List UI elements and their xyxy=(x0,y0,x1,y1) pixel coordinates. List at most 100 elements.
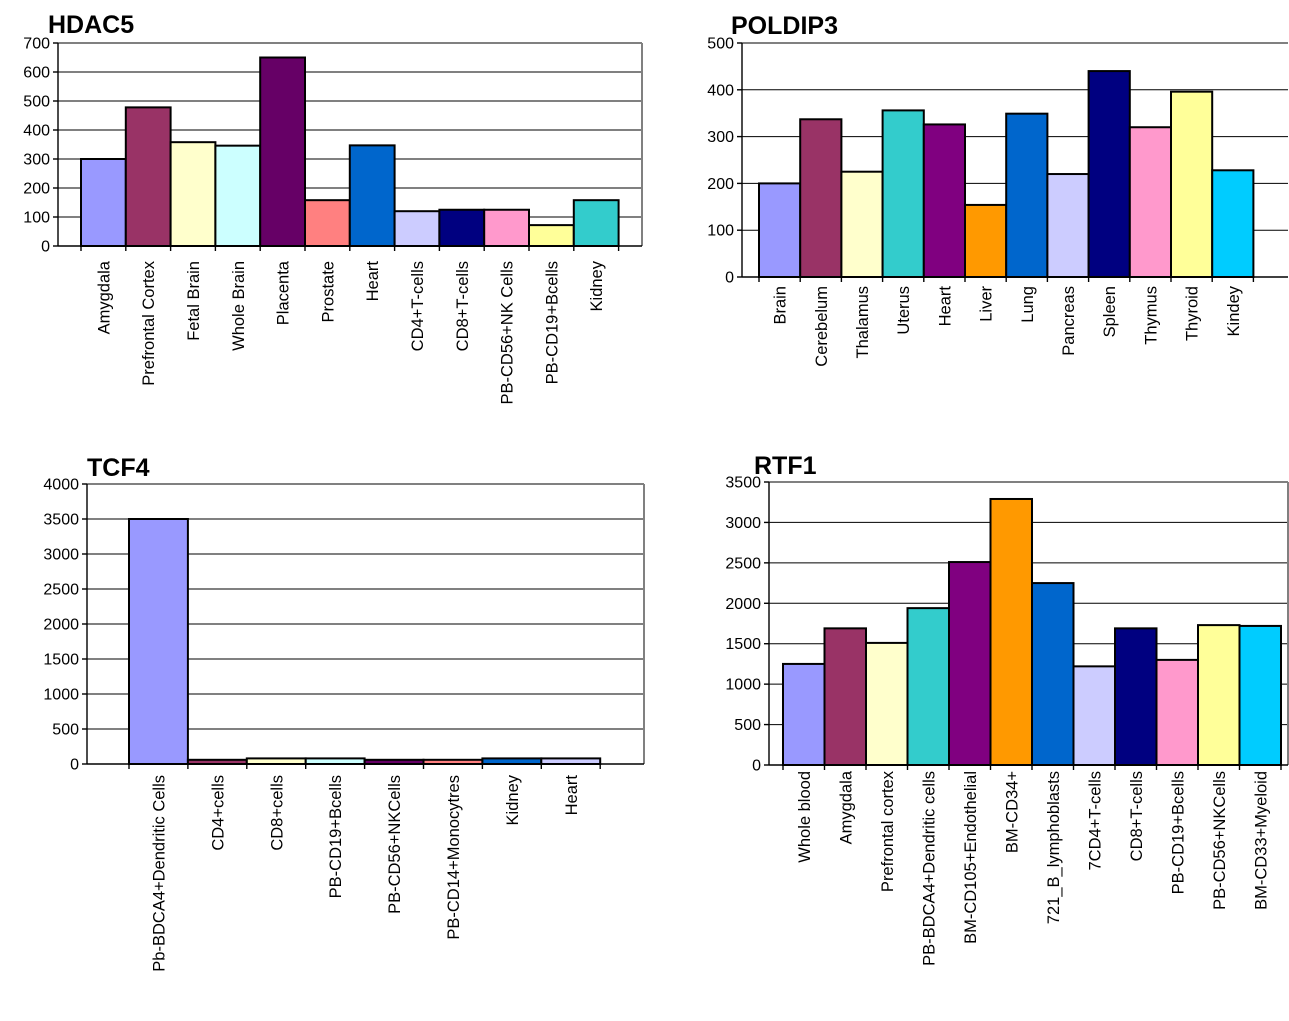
bar-cerebelum xyxy=(799,118,843,278)
category-label: Kindey xyxy=(1225,285,1243,336)
bar-cd8-t-cells xyxy=(438,208,486,247)
category-label: Whole blood xyxy=(796,771,814,863)
y-tick-label: 100 xyxy=(707,223,734,240)
y-tick-label: 400 xyxy=(707,82,734,99)
y-tick-label: 300 xyxy=(23,152,50,169)
bar-kidney xyxy=(481,757,543,766)
category-label: CD8+T-cells xyxy=(1128,771,1146,861)
y-tick-label: 2500 xyxy=(725,555,761,572)
category-label: Fetal Brain xyxy=(185,261,203,341)
category-label: Placenta xyxy=(275,260,293,325)
bar-lung xyxy=(1005,112,1049,278)
category-label: Uterus xyxy=(895,286,913,335)
y-tick-label: 500 xyxy=(734,717,761,734)
bar-prostate xyxy=(304,199,351,247)
y-tick-label: 0 xyxy=(70,757,79,774)
chart-title: HDAC5 xyxy=(48,11,134,39)
category-label: PB-CD56+NKCells xyxy=(386,775,404,914)
y-tick-label: 2000 xyxy=(725,596,761,613)
category-label: Brain xyxy=(772,286,790,325)
bar-pb-bdca4-dendritic-cells xyxy=(128,518,189,765)
y-tick-label: 100 xyxy=(23,210,50,227)
y-tick-label: 3000 xyxy=(43,547,79,564)
bar-7cd4-t-cells xyxy=(1072,665,1116,767)
chart-poldip3: POLDIP3 0 100 200 300 400 500 Brain Cerebelum Th… xyxy=(707,12,1288,367)
category-label: BM-CD34+ xyxy=(1003,771,1021,853)
y-tick-label: 1000 xyxy=(725,677,761,694)
category-label: Amygdala xyxy=(837,770,855,844)
category-label: CD8+cells xyxy=(268,775,286,851)
category-label: Amygdala xyxy=(95,260,113,334)
category-label: PB-CD19+Bcells xyxy=(543,261,561,384)
bar-heart xyxy=(540,757,602,766)
chart-tcf4: TCF4 0 500 1000 1500 2000 2500 3000 3500 4000 Pb-… xyxy=(43,454,645,972)
bar-heart xyxy=(922,123,966,278)
y-tick-label: 3000 xyxy=(725,515,761,532)
bar-amygdala xyxy=(80,158,127,247)
y-tick-label: 0 xyxy=(725,270,734,287)
category-label: CD4+T-cells xyxy=(409,261,427,351)
category-label: PB-CD56+NKCells xyxy=(1211,771,1229,910)
category-label: Prostate xyxy=(319,261,337,322)
bar-pb-bdca4-dendritic-cells xyxy=(906,607,950,766)
bar-whole-brain xyxy=(214,144,262,247)
y-tick-label: 0 xyxy=(752,758,761,775)
bar-prefrontal-cortex xyxy=(865,641,909,766)
bar-cd8-cells xyxy=(245,757,307,766)
bar-uterus xyxy=(881,109,925,278)
bar-pb-cd56-nkcells xyxy=(1197,624,1241,766)
y-tick-label: 1500 xyxy=(725,636,761,653)
category-label: Thyroid xyxy=(1184,286,1202,341)
category-label: Whole Brain xyxy=(230,261,248,351)
y-tick-label: 4000 xyxy=(43,477,79,494)
bar-thyroid xyxy=(1170,90,1214,278)
y-tick-label: 300 xyxy=(707,129,734,146)
category-label: Pb-BDCA4+Dendritic Cells xyxy=(150,775,168,972)
bar-kindey xyxy=(1211,169,1255,279)
category-label: PB-CD19+Bcells xyxy=(327,775,345,898)
chart-title: RTF1 xyxy=(754,452,817,480)
bar-721-b-lymphoblasts xyxy=(1031,582,1075,766)
bar-kidney xyxy=(572,199,620,247)
category-label: CD8+T-cells xyxy=(454,261,472,351)
bar-heart xyxy=(348,144,396,247)
category-label: Prefrontal cortex xyxy=(879,770,897,892)
chart-hdac5: HDAC5 0 100 200 300 400 500 600 700 Amygdala Pref… xyxy=(23,11,643,405)
category-label: Thalamus xyxy=(854,286,872,358)
category-label: Kidney xyxy=(588,260,606,311)
bar-prefrontal-cortex xyxy=(124,106,172,247)
category-label: PB-BDCA4+Dendritic cells xyxy=(920,771,938,966)
y-tick-label: 200 xyxy=(23,181,50,198)
category-label: PB-CD14+Monocytres xyxy=(445,775,463,940)
y-tick-label: 400 xyxy=(23,123,50,140)
category-label: BM-CD33+Myeloid xyxy=(1252,771,1270,910)
category-label: Heart xyxy=(563,775,581,816)
y-tick-label: 600 xyxy=(23,65,50,82)
bar-bm-cd33-myeloid xyxy=(1238,624,1282,766)
category-label: 7CD4+T-cells xyxy=(1086,771,1104,871)
y-tick-label: 3500 xyxy=(43,512,79,529)
y-tick-label: 700 xyxy=(23,36,50,53)
bar-thalamus xyxy=(840,170,884,278)
category-label: Heart xyxy=(364,261,382,302)
bar-cd4-t-cells xyxy=(393,210,441,247)
bar-whole-blood xyxy=(782,662,826,767)
bar-liver xyxy=(964,203,1008,278)
category-label: Cerebelum xyxy=(813,286,831,367)
bar-bm-cd34- xyxy=(989,497,1033,766)
y-tick-label: 200 xyxy=(707,176,734,193)
chart-title: TCF4 xyxy=(87,454,150,482)
category-label: Lung xyxy=(1019,286,1037,323)
y-tick-label: 500 xyxy=(52,722,79,739)
bar-pb-cd19-bcells xyxy=(528,224,575,247)
category-label: CD4+cells xyxy=(209,775,227,851)
bar-pancreas xyxy=(1046,173,1090,278)
y-tick-label: 500 xyxy=(23,94,50,111)
chart-title: POLDIP3 xyxy=(731,12,838,40)
y-tick-label: 500 xyxy=(707,36,734,53)
bar-thymus xyxy=(1128,126,1173,278)
bar-placenta xyxy=(259,56,307,247)
category-label: Spleen xyxy=(1101,286,1119,337)
category-label: 721_B_lymphoblasts xyxy=(1045,771,1063,924)
